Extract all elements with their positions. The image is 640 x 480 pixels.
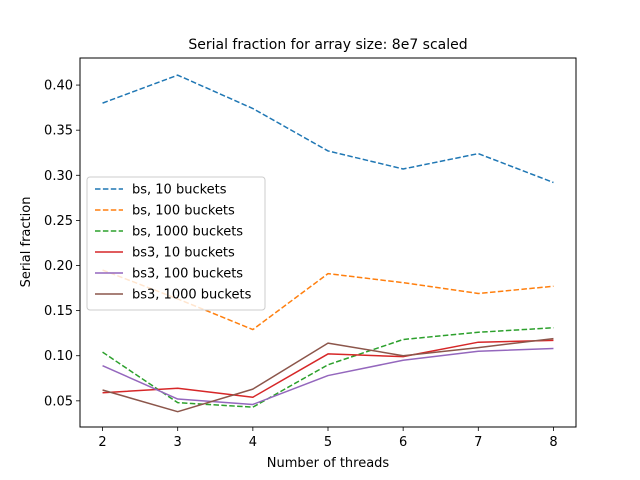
data-point-1-5 (478, 293, 480, 295)
data-point-3-5 (478, 341, 480, 343)
chart-title: Serial fraction for array size: 8e7 scal… (188, 37, 467, 53)
y-tick-label-5: 0.30 (44, 169, 73, 184)
data-point-0-6 (553, 182, 555, 184)
data-point-0-4 (402, 168, 404, 170)
y-tick-label-1: 0.10 (44, 349, 73, 364)
data-point-0-0 (102, 102, 104, 104)
y-tick-label-0: 0.05 (44, 394, 73, 409)
x-tick-label-0: 2 (98, 435, 106, 450)
legend-label-0: bs, 10 buckets (132, 183, 227, 198)
data-point-3-1 (177, 387, 179, 389)
data-point-4-4 (402, 359, 404, 361)
legend-label-2: bs, 1000 buckets (132, 225, 243, 240)
series-line-2 (102, 327, 554, 408)
x-tick-label-1: 3 (174, 435, 182, 450)
data-point-0-2 (252, 108, 254, 110)
x-tick-label-6: 8 (549, 435, 557, 450)
x-tick-label-3: 5 (324, 435, 332, 450)
legend-label-4: bs3, 100 buckets (132, 267, 243, 282)
data-point-4-2 (252, 404, 254, 406)
data-point-4-1 (177, 398, 179, 400)
data-point-2-0 (102, 351, 104, 353)
y-tick-label-7: 0.40 (44, 79, 73, 94)
data-point-4-3 (327, 375, 329, 377)
legend-label-5: bs3, 1000 buckets (132, 288, 252, 303)
data-point-1-6 (553, 285, 555, 287)
data-point-5-1 (177, 411, 179, 413)
data-point-3-0 (102, 392, 104, 394)
data-point-5-4 (402, 355, 404, 357)
data-point-4-0 (102, 365, 104, 367)
series-line-3 (102, 339, 554, 398)
data-point-2-5 (478, 331, 480, 333)
data-point-3-2 (252, 396, 254, 398)
data-point-1-4 (402, 282, 404, 284)
data-point-0-1 (177, 74, 179, 76)
data-point-3-3 (327, 353, 329, 355)
y-tick-label-2: 0.15 (44, 304, 73, 319)
data-point-1-3 (327, 273, 329, 275)
y-tick-label-4: 0.25 (44, 214, 73, 229)
data-point-5-2 (252, 388, 254, 390)
x-axis-label: Number of threads (267, 456, 390, 471)
legend: bs, 10 buckets bs, 100 buckets bs, 1000 bu… (86, 176, 266, 311)
data-point-0-3 (327, 150, 329, 152)
series-line-4 (102, 347, 554, 406)
data-point-4-5 (478, 350, 480, 352)
data-point-1-2 (252, 329, 254, 331)
plot-lines (102, 74, 555, 413)
data-point-5-0 (102, 389, 104, 391)
data-point-2-6 (553, 327, 555, 329)
series-line-0 (102, 74, 554, 184)
legend-box (86, 176, 266, 311)
legend-label-1: bs, 100 buckets (132, 204, 235, 219)
y-axis: 0.05 0.10 0.15 0.20 0.25 0.30 0.35 0.40 (44, 79, 80, 409)
y-axis-label: Serial fraction (19, 197, 34, 288)
data-point-2-1 (177, 402, 179, 404)
x-tick-label-5: 7 (474, 435, 482, 450)
data-point-2-3 (327, 364, 329, 366)
x-axis: 2 3 4 5 6 7 8 (98, 427, 558, 450)
data-point-2-4 (402, 339, 404, 341)
y-tick-label-3: 0.20 (44, 259, 73, 274)
data-point-5-5 (478, 347, 480, 349)
y-tick-label-6: 0.35 (44, 124, 73, 139)
data-point-2-2 (252, 406, 254, 408)
data-point-0-5 (478, 153, 480, 155)
x-tick-label-4: 6 (399, 435, 407, 450)
data-point-3-6 (553, 340, 555, 342)
x-tick-label-2: 4 (249, 435, 257, 450)
legend-label-3: bs3, 10 buckets (132, 246, 235, 261)
data-point-4-6 (553, 348, 555, 350)
data-point-5-6 (553, 338, 555, 340)
data-point-5-3 (327, 342, 329, 344)
series-line-5 (102, 337, 554, 413)
